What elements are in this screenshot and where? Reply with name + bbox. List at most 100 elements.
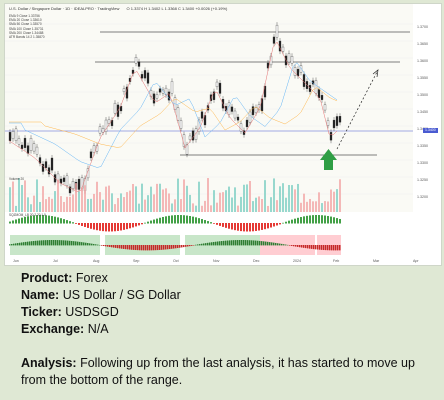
indicator-bar (19, 242, 21, 246)
indicator-bar (73, 241, 75, 246)
momentum-bar (330, 216, 332, 224)
momentum-bar (249, 223, 251, 232)
indicator-bar (331, 245, 333, 251)
volume-bar (15, 205, 17, 212)
volume-bar (123, 197, 125, 212)
candle (263, 85, 267, 98)
indicator-bar (335, 245, 337, 251)
candle (17, 138, 21, 145)
volume-bar (12, 181, 14, 212)
indicator-bar (221, 241, 223, 246)
volume-bar (231, 197, 233, 212)
indicator-bar (251, 240, 253, 246)
candle (8, 132, 12, 141)
candle (248, 111, 252, 123)
momentum-bar (234, 223, 236, 231)
indicator-bar (291, 245, 293, 246)
chart-canvas[interactable]: 1.3700 1.3650 1.3600 1.3550 1.3500 1.3450 1.34… (5, 4, 441, 265)
indicator-bar (185, 245, 187, 247)
indicator-legend-item[interactable]: SMA 50 Close 1.33570 (9, 22, 42, 27)
volume-bar (21, 184, 23, 212)
candle (272, 36, 276, 44)
indicator-legend-item[interactable]: EMA 20 Close 1.33610 (9, 18, 42, 23)
momentum-bar (198, 218, 200, 224)
indicator-bar (51, 240, 53, 246)
indicator-bar (309, 245, 311, 249)
volume-bar (150, 186, 152, 212)
indicator-bar (227, 240, 229, 246)
momentum-bar (309, 215, 311, 224)
volume-bar (141, 183, 143, 212)
volume-bar (39, 201, 41, 212)
indicator-bar (215, 241, 217, 246)
indicator-bar (187, 245, 189, 247)
indicator-bar (339, 245, 341, 251)
volume-bar (306, 201, 308, 212)
candle (323, 104, 327, 111)
volume-bar (84, 185, 86, 212)
indicator-bar (177, 245, 179, 249)
indicator-legend-item[interactable]: SMA 200 Close 1.34488 (9, 30, 44, 35)
candle (137, 61, 141, 67)
indicator-bar (47, 240, 49, 246)
exchange-label: Exchange: (21, 322, 85, 336)
momentum-bar (138, 223, 140, 226)
volume-bar (57, 179, 59, 212)
indicator-bar (23, 242, 25, 246)
momentum-bar (237, 223, 239, 231)
momentum-bar (228, 223, 230, 229)
indicator-bar (17, 243, 19, 246)
volume-bar (132, 183, 134, 212)
indicator-bar (35, 240, 37, 246)
candle (113, 102, 117, 114)
candle (101, 128, 105, 133)
volume-bar (174, 199, 176, 212)
momentum-bar (72, 222, 74, 224)
candle (293, 67, 297, 76)
indicator-bar (97, 244, 99, 246)
indicator-bar (159, 245, 161, 250)
momentum-bar (222, 223, 224, 227)
momentum-bar (33, 215, 35, 224)
momentum-bar (240, 223, 242, 232)
volume-bar (267, 205, 269, 212)
name-label: Name: (21, 288, 60, 302)
time-axis-label: Aug (93, 259, 99, 263)
indicator-bar (273, 242, 275, 246)
candle (206, 105, 210, 111)
momentum-bar (90, 223, 92, 229)
indicator-legend-item[interactable]: SMA 100 Close 1.35731 (9, 26, 44, 31)
volume-bar (126, 192, 128, 212)
volume-bar (24, 180, 26, 212)
momentum-bar (297, 217, 299, 224)
momentum-bar (255, 223, 257, 231)
price-scale-label: 1.3250 (417, 178, 428, 182)
volume-bar (219, 192, 221, 212)
volume-bar (18, 178, 20, 212)
volume-bar (120, 193, 122, 212)
indicator-bar (147, 245, 149, 251)
price-scale-label: 1.3700 (417, 25, 428, 29)
volume-bar (240, 196, 242, 212)
momentum-bar (165, 216, 167, 224)
candle (230, 106, 234, 112)
indicator-bar (139, 245, 141, 251)
momentum-bar (252, 223, 254, 232)
indicator-bar (235, 240, 237, 246)
indicator-bar (167, 245, 169, 250)
momentum-bar (9, 221, 11, 224)
indicator-bar (11, 244, 13, 246)
indicator-legend-item[interactable]: EMA 9 Close 1.33756 (9, 14, 40, 18)
momentum-bar (318, 215, 320, 224)
candle (338, 116, 342, 123)
indicator-legend-item[interactable]: ATR Bands 14 2 1.35870 (9, 35, 45, 40)
indicator-bar (161, 245, 163, 250)
indicator-bar (249, 240, 251, 246)
indicator-bar (327, 245, 329, 251)
momentum-bar (75, 223, 77, 224)
sma-line (9, 62, 338, 168)
indicator-bar (287, 244, 289, 246)
volume-bar (243, 184, 245, 212)
indicator-bar (25, 241, 27, 246)
trading-chart[interactable]: 1.3700 1.3650 1.3600 1.3550 1.3500 1.3450 1.34… (4, 3, 442, 266)
